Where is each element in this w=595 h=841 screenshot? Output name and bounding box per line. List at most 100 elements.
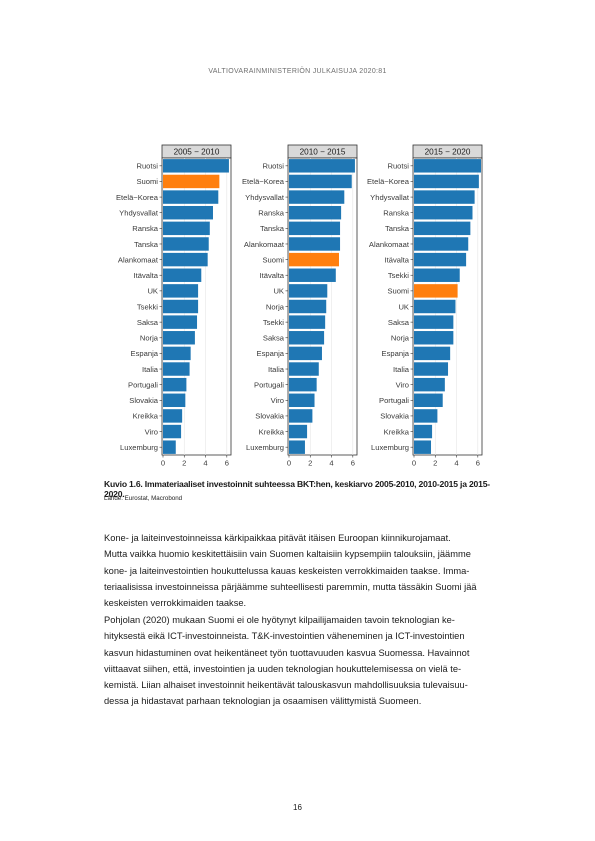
text-line: kemistä. Liian alhaiset investoinnit hei… bbox=[104, 677, 490, 693]
x-tick-label: 6 bbox=[225, 459, 229, 468]
category-label: Norja bbox=[266, 302, 285, 311]
x-tick-label: 4 bbox=[203, 459, 207, 468]
category-label: Portugali bbox=[379, 396, 409, 405]
category-label: Luxemburg bbox=[246, 443, 284, 452]
x-tick-label: 4 bbox=[454, 459, 458, 468]
text-line: teriaalisissa investoinneissa pärjäämme … bbox=[104, 579, 490, 595]
bar-1-14 bbox=[289, 378, 317, 391]
category-label: Ruotsi bbox=[262, 162, 284, 171]
bar-2-4 bbox=[414, 222, 470, 235]
bar-2-0 bbox=[414, 159, 481, 172]
category-label: Italia bbox=[393, 365, 410, 374]
bar-0-5 bbox=[163, 237, 209, 250]
category-label: Suomi bbox=[262, 255, 284, 264]
bar-0-2 bbox=[163, 190, 218, 203]
category-label: Tsekki bbox=[137, 302, 158, 311]
category-label: Ranska bbox=[258, 209, 285, 218]
bar-1-2 bbox=[289, 190, 344, 203]
category-label: Kreikka bbox=[133, 412, 159, 421]
category-label: Portugali bbox=[254, 380, 284, 389]
bar-2-17 bbox=[414, 425, 432, 438]
text-line: Pohjolan (2020) mukaan Suomi ei ole hyöt… bbox=[104, 612, 490, 628]
category-label: Espanja bbox=[257, 349, 285, 358]
category-label: Etelä−Korea bbox=[367, 177, 410, 186]
bar-0-11 bbox=[163, 331, 195, 344]
bar-1-0 bbox=[289, 159, 355, 172]
bar-0-10 bbox=[163, 315, 197, 328]
category-label: Portugali bbox=[128, 380, 158, 389]
paragraph-1: Kone- ja laiteinvestoinneissa kärkipaikk… bbox=[104, 530, 490, 611]
bar-2-12 bbox=[414, 347, 450, 360]
x-tick-label: 2 bbox=[433, 459, 437, 468]
category-label: Slovakia bbox=[255, 412, 284, 421]
category-label: Kreikka bbox=[384, 427, 410, 436]
text-line: kasvun hidastuminen ovat heikentäneet ty… bbox=[104, 645, 490, 661]
bar-1-17 bbox=[289, 425, 307, 438]
category-label: Itävalta bbox=[385, 255, 410, 264]
category-label: Yhdysvallat bbox=[370, 193, 410, 202]
bar-2-14 bbox=[414, 378, 445, 391]
bar-1-3 bbox=[289, 206, 341, 219]
x-tick-label: 2 bbox=[308, 459, 312, 468]
panel-title: 2015 − 2020 bbox=[425, 148, 471, 157]
category-label: Italia bbox=[268, 365, 285, 374]
x-tick-label: 0 bbox=[161, 459, 165, 468]
bar-0-0 bbox=[163, 159, 229, 172]
bar-2-3 bbox=[414, 206, 472, 219]
x-tick-label: 0 bbox=[287, 459, 291, 468]
x-tick-label: 6 bbox=[476, 459, 480, 468]
bar-1-11 bbox=[289, 331, 324, 344]
category-label: Tanska bbox=[260, 224, 285, 233]
bar-0-4 bbox=[163, 222, 210, 235]
bar-0-3 bbox=[163, 206, 213, 219]
bar-chart-figure: 2005 − 2010 Ruotsi Suomi Etelä−Korea Yhdysva… bbox=[100, 143, 500, 473]
figure-source: Lähde: Eurostat, Macrobond bbox=[104, 495, 182, 502]
bar-2-11 bbox=[414, 331, 453, 344]
text-line: Mutta vaikka huomio keskitettäisiin vain… bbox=[104, 546, 490, 562]
bar-0-9 bbox=[163, 300, 198, 313]
running-header: VALTIOVARAINMINISTERIÖN JULKAISUJA 2020:… bbox=[0, 68, 595, 75]
bar-2-8 bbox=[414, 284, 458, 297]
bar-1-12 bbox=[289, 347, 322, 360]
bar-1-13 bbox=[289, 362, 319, 375]
bar-1-6 bbox=[289, 253, 339, 266]
text-line: Kone- ja laiteinvestoinneissa kärkipaikk… bbox=[104, 530, 490, 546]
bar-2-16 bbox=[414, 409, 437, 422]
bar-2-5 bbox=[414, 237, 468, 250]
category-label: Tanska bbox=[134, 240, 159, 249]
category-label: UK bbox=[398, 302, 409, 311]
bar-2-9 bbox=[414, 300, 455, 313]
panel-title: 2005 − 2010 bbox=[174, 148, 220, 157]
bar-2-18 bbox=[414, 440, 431, 453]
category-label: Tsekki bbox=[263, 318, 284, 327]
bar-2-1 bbox=[414, 175, 479, 188]
text-line: kone- ja laiteinvestointien houkutteluss… bbox=[104, 563, 490, 579]
category-label: Saksa bbox=[263, 334, 285, 343]
category-label: Itävalta bbox=[260, 271, 285, 280]
category-label: Itävalta bbox=[134, 271, 159, 280]
text-line: keskeisten verrokkimaiden taakse. bbox=[104, 595, 490, 611]
bar-1-8 bbox=[289, 284, 327, 297]
category-label: Alankomaat bbox=[118, 255, 159, 264]
bar-0-12 bbox=[163, 347, 191, 360]
bar-1-5 bbox=[289, 237, 340, 250]
category-label: Yhdysvallat bbox=[119, 209, 159, 218]
text-line: hityksestä eikä ICT-investoinneista. T&K… bbox=[104, 628, 490, 644]
category-label: Ruotsi bbox=[136, 162, 158, 171]
category-label: Saksa bbox=[388, 318, 410, 327]
category-label: Tanska bbox=[385, 224, 410, 233]
x-tick-label: 2 bbox=[182, 459, 186, 468]
category-label: Slovakia bbox=[380, 412, 409, 421]
category-label: Yhdysvallat bbox=[245, 193, 285, 202]
category-label: Etelä−Korea bbox=[242, 177, 285, 186]
x-tick-label: 4 bbox=[329, 459, 333, 468]
bar-0-14 bbox=[163, 378, 186, 391]
category-label: Espanja bbox=[131, 349, 159, 358]
bar-1-10 bbox=[289, 315, 325, 328]
bar-2-15 bbox=[414, 394, 443, 407]
bar-1-9 bbox=[289, 300, 326, 313]
bar-0-7 bbox=[163, 269, 201, 282]
x-tick-label: 0 bbox=[412, 459, 416, 468]
paragraph-2: Pohjolan (2020) mukaan Suomi ei ole hyöt… bbox=[104, 612, 490, 710]
bar-0-18 bbox=[163, 440, 176, 453]
